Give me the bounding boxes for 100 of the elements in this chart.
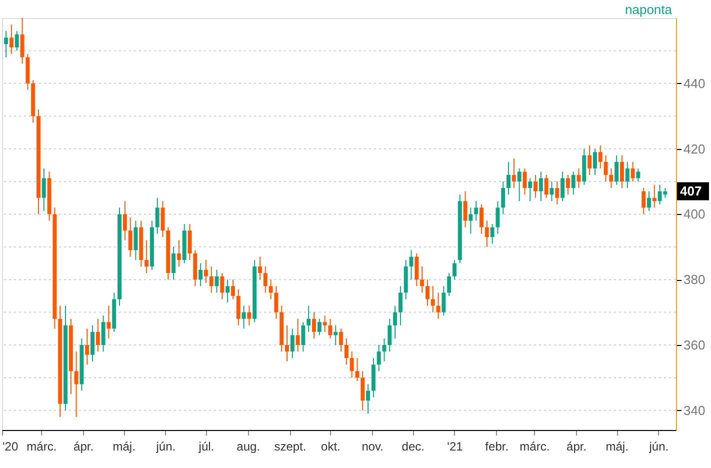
x-tick-label: márc.	[520, 440, 550, 454]
candlestick	[388, 318, 392, 352]
candlestick	[226, 279, 230, 303]
candlestick	[96, 318, 100, 352]
candlestick	[468, 207, 473, 234]
candlestick	[490, 224, 494, 244]
candlestick	[128, 216, 132, 258]
x-tick-label: júl.	[198, 440, 214, 454]
candlestick	[301, 322, 306, 352]
candlestick	[258, 256, 262, 280]
y-tick-label: 360	[684, 337, 706, 352]
candlestick	[442, 286, 446, 316]
x-tick-label: jún.	[648, 440, 669, 454]
candlestick	[598, 145, 602, 169]
candlestick	[620, 154, 624, 189]
candlestick	[4, 30, 8, 58]
candlestick	[366, 384, 370, 414]
candlestick	[625, 161, 630, 189]
candlestick	[230, 279, 235, 300]
candlestick	[496, 200, 500, 234]
y-tick-label: 440	[684, 76, 706, 91]
candlestick	[285, 324, 289, 362]
candlestick	[480, 204, 484, 234]
candlestick	[328, 318, 332, 339]
candlestick	[534, 174, 538, 198]
candlestick	[306, 305, 311, 332]
candlestick	[517, 168, 522, 202]
candlestick	[436, 292, 440, 320]
y-tick-label: 340	[684, 402, 706, 418]
candlestick	[42, 168, 46, 212]
x-tick-label: okt.	[321, 440, 340, 454]
y-tick-label: 380	[684, 272, 706, 288]
candlestick	[334, 324, 338, 346]
x-tick-label: febr.	[485, 440, 509, 454]
candlestick	[290, 328, 294, 359]
candlestick	[176, 240, 181, 268]
candlestick	[220, 272, 224, 300]
candlestick	[172, 246, 176, 280]
candlestick	[122, 200, 127, 241]
x-tick-label: máj.	[606, 440, 628, 454]
y-tick-label: 400	[684, 206, 706, 222]
candlestick	[90, 324, 94, 362]
candlestick	[393, 305, 398, 339]
candlestick	[614, 154, 619, 186]
candlestick	[85, 328, 90, 366]
candlestick	[398, 286, 402, 326]
candlestick	[274, 286, 278, 320]
candlestick	[263, 266, 268, 294]
candlestick	[528, 178, 532, 202]
candlestick	[576, 168, 581, 189]
candlestick	[501, 180, 506, 215]
candlestick	[144, 240, 149, 274]
candlestick	[134, 220, 138, 260]
candlestick	[268, 279, 273, 300]
x-tick-label: márc.	[26, 440, 57, 454]
x-tick-label: '20	[2, 440, 18, 454]
candlestick	[344, 338, 348, 366]
candlestick	[9, 24, 14, 54]
y-tick-label: 420	[684, 141, 706, 156]
candlestick	[204, 259, 208, 284]
candlestick	[560, 171, 565, 202]
candlestick	[247, 305, 252, 326]
candlestick	[317, 318, 322, 336]
candlestick	[360, 370, 365, 411]
x-tick-label: '21	[447, 440, 464, 454]
candlestick	[646, 190, 651, 212]
candlestick	[242, 305, 246, 330]
x-tick-label: nov.	[362, 440, 384, 454]
candlestick	[506, 161, 511, 196]
candlestick	[382, 338, 386, 362]
text: naponta	[625, 2, 673, 17]
candlestick	[592, 148, 597, 176]
candlestick	[636, 168, 640, 182]
x-tick-label: ápr.	[566, 440, 587, 454]
candlestick	[188, 224, 192, 260]
candlestick	[538, 171, 543, 202]
candlestick	[155, 197, 160, 234]
x-tick-label: szept.	[274, 440, 306, 454]
candlestick	[604, 154, 608, 182]
candlestick	[74, 351, 78, 418]
candlestick	[430, 286, 435, 313]
candlestick	[447, 272, 452, 296]
candlestick	[236, 288, 240, 326]
x-tick-label: jún.	[155, 440, 176, 454]
candlestick	[522, 168, 527, 196]
candlestick	[544, 174, 548, 198]
candlestick	[425, 279, 430, 306]
candlestick	[14, 30, 19, 52]
candlestick	[20, 18, 24, 64]
candlestick	[555, 180, 560, 205]
x-tick-label: dec.	[402, 440, 424, 454]
annotation: 407	[680, 183, 702, 198]
candlestick	[609, 168, 614, 189]
candlestick	[484, 220, 489, 248]
candlestick	[312, 312, 316, 339]
candlestick	[512, 158, 516, 189]
candlestick	[322, 315, 327, 332]
candlestick	[652, 184, 656, 208]
candlestick	[588, 145, 592, 176]
candlestick	[630, 161, 635, 182]
